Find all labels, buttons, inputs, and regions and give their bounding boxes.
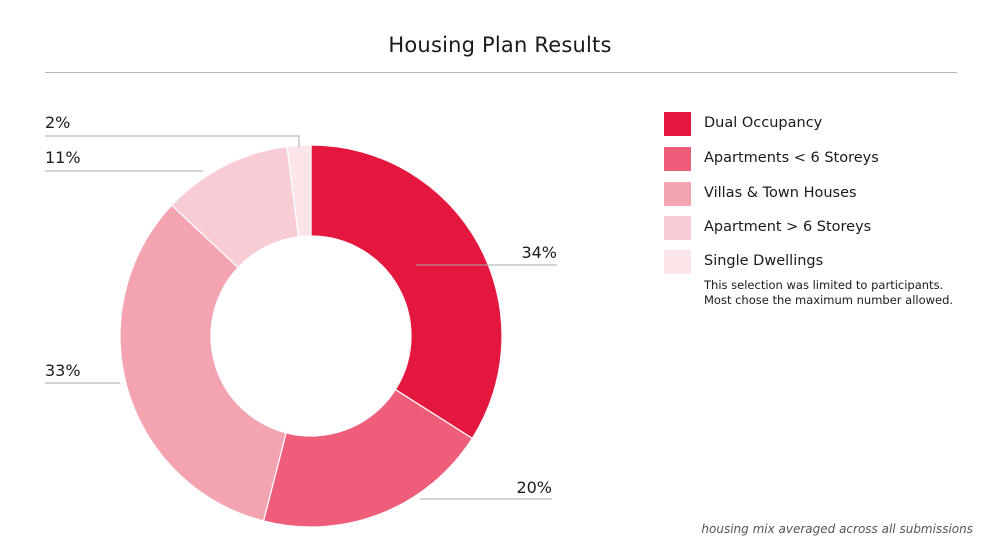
footnote: housing mix averaged across all submissi… <box>701 522 973 536</box>
percent-label-apartment-over-6: 11% <box>45 148 81 167</box>
legend-swatch <box>664 182 691 206</box>
chart-title: Housing Plan Results <box>388 33 612 57</box>
leader-line-single-dwellings <box>45 135 300 147</box>
legend-item-single-dwellings: Single Dwellings <box>664 250 984 274</box>
percent-label-single-dwellings: 2% <box>45 113 70 132</box>
slice-villas-town-houses <box>119 204 287 522</box>
legend-label: Single Dwellings <box>704 253 824 269</box>
legend-note-line: Most chose the maximum number allowed. <box>704 293 954 307</box>
legend-label: Villas & Town Houses <box>704 185 857 201</box>
percent-labels: 34% 20% 33% 11% 2% <box>45 113 557 497</box>
title-divider <box>45 72 957 73</box>
legend-item-apartments-under-6: Apartments < 6 Storeys <box>664 147 984 171</box>
legend-swatch <box>664 112 691 136</box>
slice-apartments-under-6 <box>262 388 474 528</box>
legend-swatch <box>664 250 691 274</box>
percent-label-villas-town-houses: 33% <box>45 361 81 380</box>
legend-item-dual-occupancy: Dual Occupancy <box>664 112 984 136</box>
percent-label-apartments-under-6: 20% <box>516 478 552 497</box>
legend-note-line: This selection was limited to participan… <box>704 278 944 292</box>
legend-label: Apartments < 6 Storeys <box>704 150 879 166</box>
legend-item-villas-town-houses: Villas & Town Houses <box>664 182 984 206</box>
legend-label: Dual Occupancy <box>704 115 823 131</box>
slice-single-dwellings <box>286 144 312 238</box>
legend-swatch <box>664 147 691 171</box>
legend-item-apartment-over-6: Apartment > 6 Storeys <box>664 216 984 240</box>
leader-lines <box>45 135 557 500</box>
slice-dual-occupancy <box>310 144 503 440</box>
donut-slices <box>119 144 503 528</box>
legend-label: Apartment > 6 Storeys <box>704 219 872 235</box>
legend-note: This selection was limited to participan… <box>704 278 953 308</box>
legend-swatch <box>664 216 691 240</box>
percent-label-dual-occupancy: 34% <box>521 243 557 262</box>
